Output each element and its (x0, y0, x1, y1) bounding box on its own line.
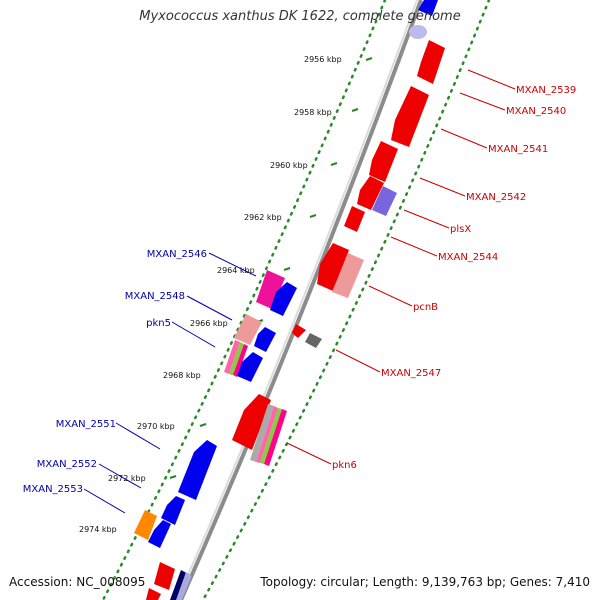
gene-label[interactable]: MXAN_2546 (147, 249, 207, 260)
gene-feature[interactable] (224, 340, 240, 374)
gene-feature[interactable] (417, 40, 445, 84)
gene-feature[interactable] (176, 572, 192, 600)
genome-backbone-highlight (176, 0, 418, 600)
gene-feature[interactable] (305, 333, 322, 348)
reverse-track-dots (101, 0, 387, 600)
tick-label: 2962 kbp (244, 213, 282, 222)
gene-label[interactable]: MXAN_2552 (37, 459, 97, 470)
accession-label: Accession: NC_008095 (9, 575, 146, 589)
tick-label: 2964 kbp (217, 266, 255, 275)
gene-feature[interactable] (372, 186, 397, 216)
gene-label[interactable]: MXAN_2539 (516, 85, 576, 96)
gene-feature[interactable] (134, 510, 157, 540)
gene-label[interactable]: MXAN_2553 (23, 484, 83, 495)
map-title: Myxococcus xanthus DK 1622, complete gen… (139, 9, 461, 24)
reverse-genes (134, 0, 438, 600)
gene-feature[interactable] (317, 243, 349, 291)
gene-feature[interactable] (260, 408, 282, 464)
gene-label[interactable]: MXAN_2551 (56, 419, 116, 430)
tick-label: 2966 kbp (190, 319, 228, 328)
gene-feature[interactable] (357, 176, 384, 210)
gene-feature[interactable] (178, 440, 217, 500)
gene-feature[interactable] (418, 0, 438, 16)
gene-label[interactable]: MXAN_2547 (381, 368, 441, 379)
gene-feature[interactable] (146, 588, 161, 600)
gene-feature[interactable] (264, 409, 287, 466)
tick-label: 2960 kbp (270, 161, 308, 170)
gene-feature[interactable] (409, 25, 427, 39)
gene-feature[interactable] (237, 352, 263, 382)
gene-label[interactable]: MXAN_2548 (125, 291, 185, 302)
gene-feature[interactable] (332, 253, 364, 298)
gene-label[interactable]: pkn5 (146, 318, 171, 329)
gene-label[interactable]: pcnB (413, 302, 438, 313)
gene-label[interactable]: MXAN_2540 (506, 106, 566, 117)
gene-feature[interactable] (256, 406, 278, 463)
gene-feature[interactable] (234, 314, 262, 345)
gene-label[interactable]: MXAN_2541 (488, 144, 548, 155)
gene-feature[interactable] (229, 342, 244, 375)
gene-feature[interactable] (292, 324, 306, 338)
forward-track-dots (201, 0, 491, 600)
gene-feature[interactable] (369, 141, 398, 182)
tick-label: 2968 kbp (163, 371, 201, 380)
genome-summary: Topology: circular; Length: 9,139,763 bp… (260, 575, 590, 589)
gene-feature[interactable] (256, 270, 285, 309)
tick-label: 2974 kbp (79, 525, 117, 534)
gene-label[interactable]: MXAN_2542 (466, 192, 526, 203)
gene-feature[interactable] (270, 282, 297, 316)
reverse-callouts (83, 252, 257, 514)
gene-feature[interactable] (344, 206, 365, 232)
tick-label: 2970 kbp (137, 422, 175, 431)
gene-label[interactable]: pkn6 (332, 460, 357, 471)
tick-label: 2958 kbp (294, 108, 332, 117)
gene-label[interactable]: plsX (450, 224, 471, 235)
gene-feature[interactable] (161, 496, 185, 525)
gene-feature[interactable] (254, 327, 276, 352)
forward-callouts (286, 69, 516, 465)
forward-genes (146, 40, 445, 600)
gene-feature[interactable] (233, 344, 248, 377)
tick-label: 2972 kbp (108, 474, 146, 483)
gene-feature[interactable] (148, 520, 171, 548)
genome-backbone (179, 0, 423, 600)
gene-label[interactable]: MXAN_2544 (438, 252, 498, 263)
gene-feature[interactable] (391, 86, 429, 147)
tick-label: 2956 kbp (304, 55, 342, 64)
gene-feature[interactable] (250, 404, 274, 462)
gene-feature[interactable] (232, 394, 271, 450)
gene-feature[interactable] (154, 562, 175, 590)
